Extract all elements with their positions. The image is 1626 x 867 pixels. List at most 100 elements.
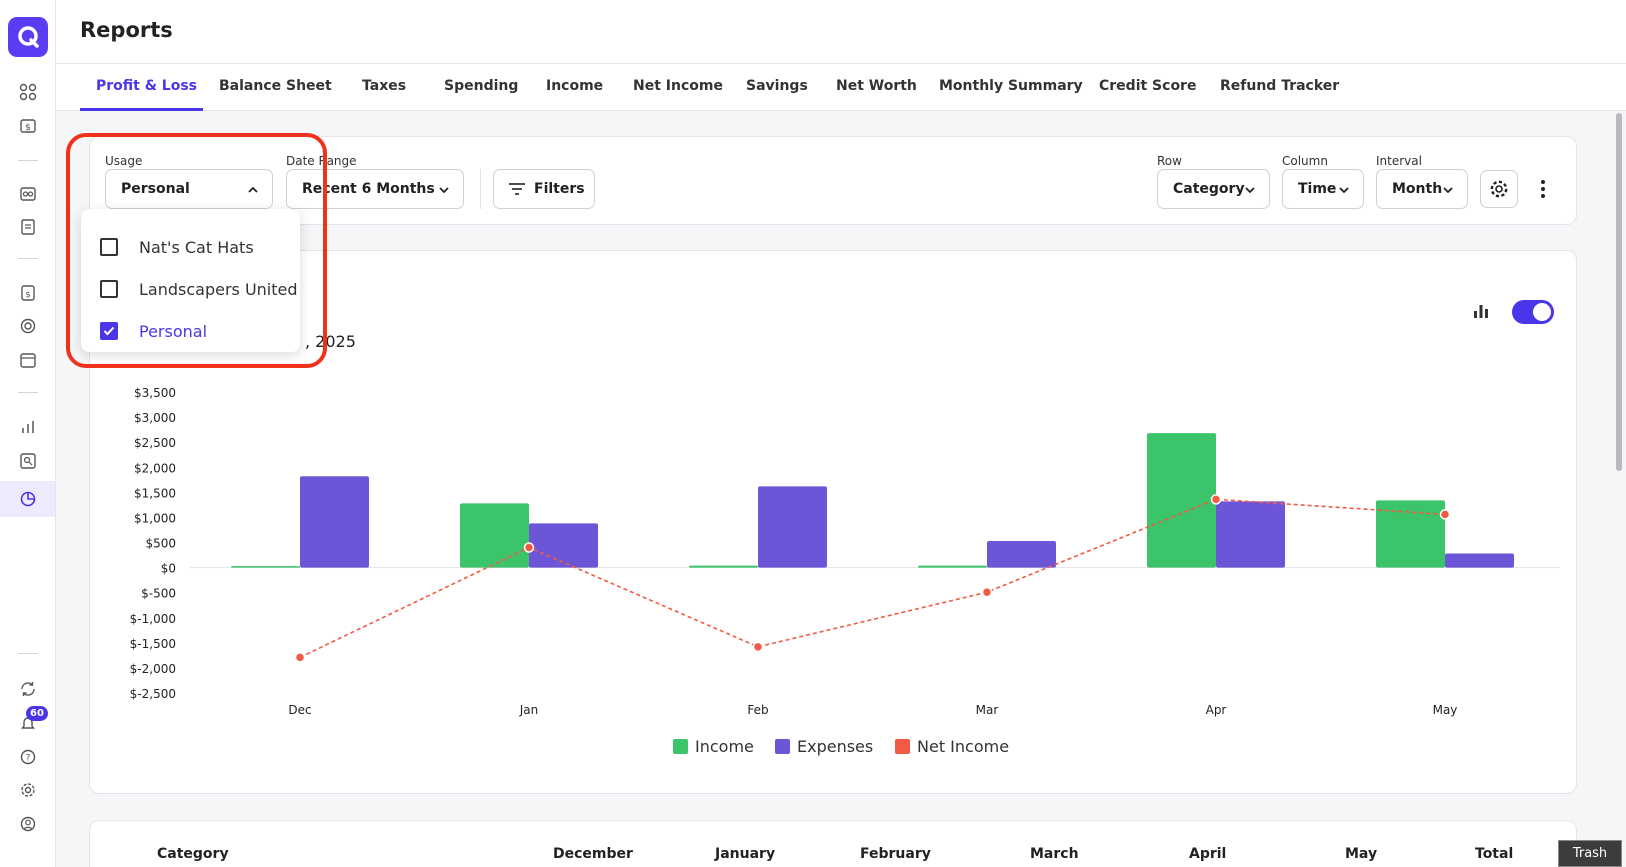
sidebar-divider bbox=[18, 160, 38, 161]
goals-icon[interactable] bbox=[18, 316, 38, 336]
logo-icon bbox=[18, 26, 39, 48]
table-header-february[interactable]: February bbox=[860, 846, 931, 862]
invoices-icon[interactable] bbox=[18, 217, 38, 237]
checkbox[interactable] bbox=[100, 238, 118, 256]
sidebar-divider bbox=[18, 258, 38, 259]
date-range-value: Recent 6 Months bbox=[302, 181, 435, 197]
usage-label: Usage bbox=[105, 154, 143, 168]
table-header-may[interactable]: May bbox=[1345, 846, 1378, 862]
usage-option-nats-cat-hats[interactable]: Nat's Cat Hats bbox=[81, 229, 300, 265]
active-tab-indicator bbox=[80, 108, 203, 111]
more-options-icon[interactable] bbox=[1536, 178, 1550, 200]
date-range-select[interactable]: Recent 6 Months bbox=[286, 169, 464, 209]
calendar-icon[interactable] bbox=[18, 350, 38, 370]
analytics-icon[interactable] bbox=[18, 417, 38, 437]
transactions-icon[interactable]: $ bbox=[18, 116, 38, 136]
tab-monthly-summary[interactable]: Monthly Summary bbox=[939, 78, 1083, 94]
table-header-total[interactable]: Total bbox=[1475, 846, 1514, 862]
scrollbar-thumb[interactable] bbox=[1616, 113, 1622, 471]
filter-icon bbox=[509, 183, 525, 195]
filters-button[interactable]: Filters bbox=[493, 169, 595, 209]
legend-net-income: Net Income bbox=[895, 737, 1009, 756]
chevron-down-icon bbox=[1245, 187, 1255, 194]
legend-net-income-label: Net Income bbox=[917, 737, 1010, 756]
legend-expenses-label: Expenses bbox=[797, 737, 874, 756]
sync-icon[interactable] bbox=[18, 679, 38, 699]
table-header-march[interactable]: March bbox=[1030, 846, 1079, 862]
table-header-december[interactable]: December bbox=[553, 846, 633, 862]
interval-select-value: Month bbox=[1392, 181, 1443, 197]
page-title: Reports bbox=[80, 18, 173, 42]
interval-select[interactable]: Month bbox=[1376, 169, 1468, 209]
search-reports-icon[interactable] bbox=[18, 451, 38, 471]
usage-option-label: Personal bbox=[139, 321, 208, 341]
page-header: Reports bbox=[56, 0, 1626, 64]
trash-button[interactable]: Trash bbox=[1558, 840, 1622, 867]
legend-expenses: Expenses bbox=[775, 737, 873, 756]
chart-subtitle: , 2025 bbox=[305, 332, 356, 351]
row-label: Row bbox=[1157, 154, 1182, 168]
chevron-down-icon bbox=[1339, 187, 1349, 194]
tab-taxes[interactable]: Taxes bbox=[362, 78, 407, 94]
usage-dropdown-menu: Nat's Cat Hats Landscapers United Person… bbox=[81, 209, 300, 352]
gear-icon bbox=[1490, 180, 1508, 198]
bar-chart-icon[interactable] bbox=[1472, 302, 1492, 322]
chart-toggle[interactable] bbox=[1512, 300, 1554, 324]
usage-option-personal[interactable]: Personal bbox=[81, 313, 300, 349]
row-select[interactable]: Category bbox=[1157, 169, 1270, 209]
accounts-icon[interactable] bbox=[18, 184, 38, 204]
annotation-highlight-box bbox=[66, 133, 327, 368]
tab-net-income[interactable]: Net Income bbox=[633, 78, 723, 94]
notification-badge: 60 bbox=[26, 706, 48, 721]
column-select[interactable]: Time bbox=[1282, 169, 1364, 209]
table-header-january[interactable]: January bbox=[715, 846, 776, 862]
settings-icon[interactable] bbox=[18, 780, 38, 800]
svg-text:$: $ bbox=[25, 290, 30, 299]
legend-income-swatch bbox=[673, 739, 688, 754]
tab-refund-tracker[interactable]: Refund Tracker bbox=[1220, 78, 1340, 94]
chevron-up-icon bbox=[248, 186, 258, 193]
budget-icon[interactable]: $ bbox=[18, 283, 38, 303]
legend-income: Income bbox=[673, 737, 754, 756]
usage-select[interactable]: Personal bbox=[105, 169, 273, 209]
tab-credit-score[interactable]: Credit Score bbox=[1099, 78, 1197, 94]
date-range-label: Date Range bbox=[286, 154, 357, 168]
checkbox-checked[interactable] bbox=[100, 322, 118, 340]
tab-income[interactable]: Income bbox=[546, 78, 604, 94]
usage-select-value: Personal bbox=[121, 181, 190, 197]
table-header-category[interactable]: Category bbox=[157, 846, 229, 862]
filters-button-label: Filters bbox=[534, 181, 585, 197]
usage-option-label: Nat's Cat Hats bbox=[139, 237, 254, 257]
svg-text:$: $ bbox=[25, 123, 31, 133]
usage-option-label: Landscapers United bbox=[139, 279, 298, 299]
filter-divider bbox=[480, 169, 481, 209]
report-settings-button[interactable] bbox=[1480, 170, 1518, 208]
table-header-april[interactable]: April bbox=[1189, 846, 1227, 862]
tab-savings[interactable]: Savings bbox=[746, 78, 808, 94]
chevron-down-icon bbox=[1443, 187, 1453, 194]
dashboard-icon[interactable] bbox=[18, 82, 38, 102]
reports-icon[interactable] bbox=[18, 489, 38, 509]
checkbox[interactable] bbox=[100, 280, 118, 298]
legend-income-label: Income bbox=[695, 737, 754, 756]
column-label: Column bbox=[1282, 154, 1328, 168]
legend-expenses-swatch bbox=[775, 739, 790, 754]
tab-net-worth[interactable]: Net Worth bbox=[836, 78, 917, 94]
column-select-value: Time bbox=[1298, 181, 1337, 197]
tab-balance-sheet[interactable]: Balance Sheet bbox=[219, 78, 332, 94]
help-icon[interactable]: ? bbox=[18, 747, 38, 767]
sidebar-divider bbox=[18, 392, 38, 393]
legend-net-income-swatch bbox=[895, 739, 910, 754]
interval-label: Interval bbox=[1376, 154, 1422, 168]
app-logo[interactable] bbox=[8, 17, 48, 57]
svg-text:?: ? bbox=[26, 754, 31, 764]
usage-option-landscapers-united[interactable]: Landscapers United bbox=[81, 271, 300, 307]
checkmark-icon bbox=[103, 326, 115, 336]
tab-profit-loss[interactable]: Profit & Loss bbox=[96, 78, 198, 94]
tab-spending[interactable]: Spending bbox=[444, 78, 519, 94]
chevron-down-icon bbox=[439, 187, 449, 194]
report-tabs: Profit & Loss Balance Sheet Taxes Spendi… bbox=[56, 64, 1626, 111]
profile-icon[interactable] bbox=[18, 814, 38, 834]
sidebar-divider bbox=[18, 653, 38, 654]
sidebar: $ $ 60 ? bbox=[0, 0, 56, 867]
